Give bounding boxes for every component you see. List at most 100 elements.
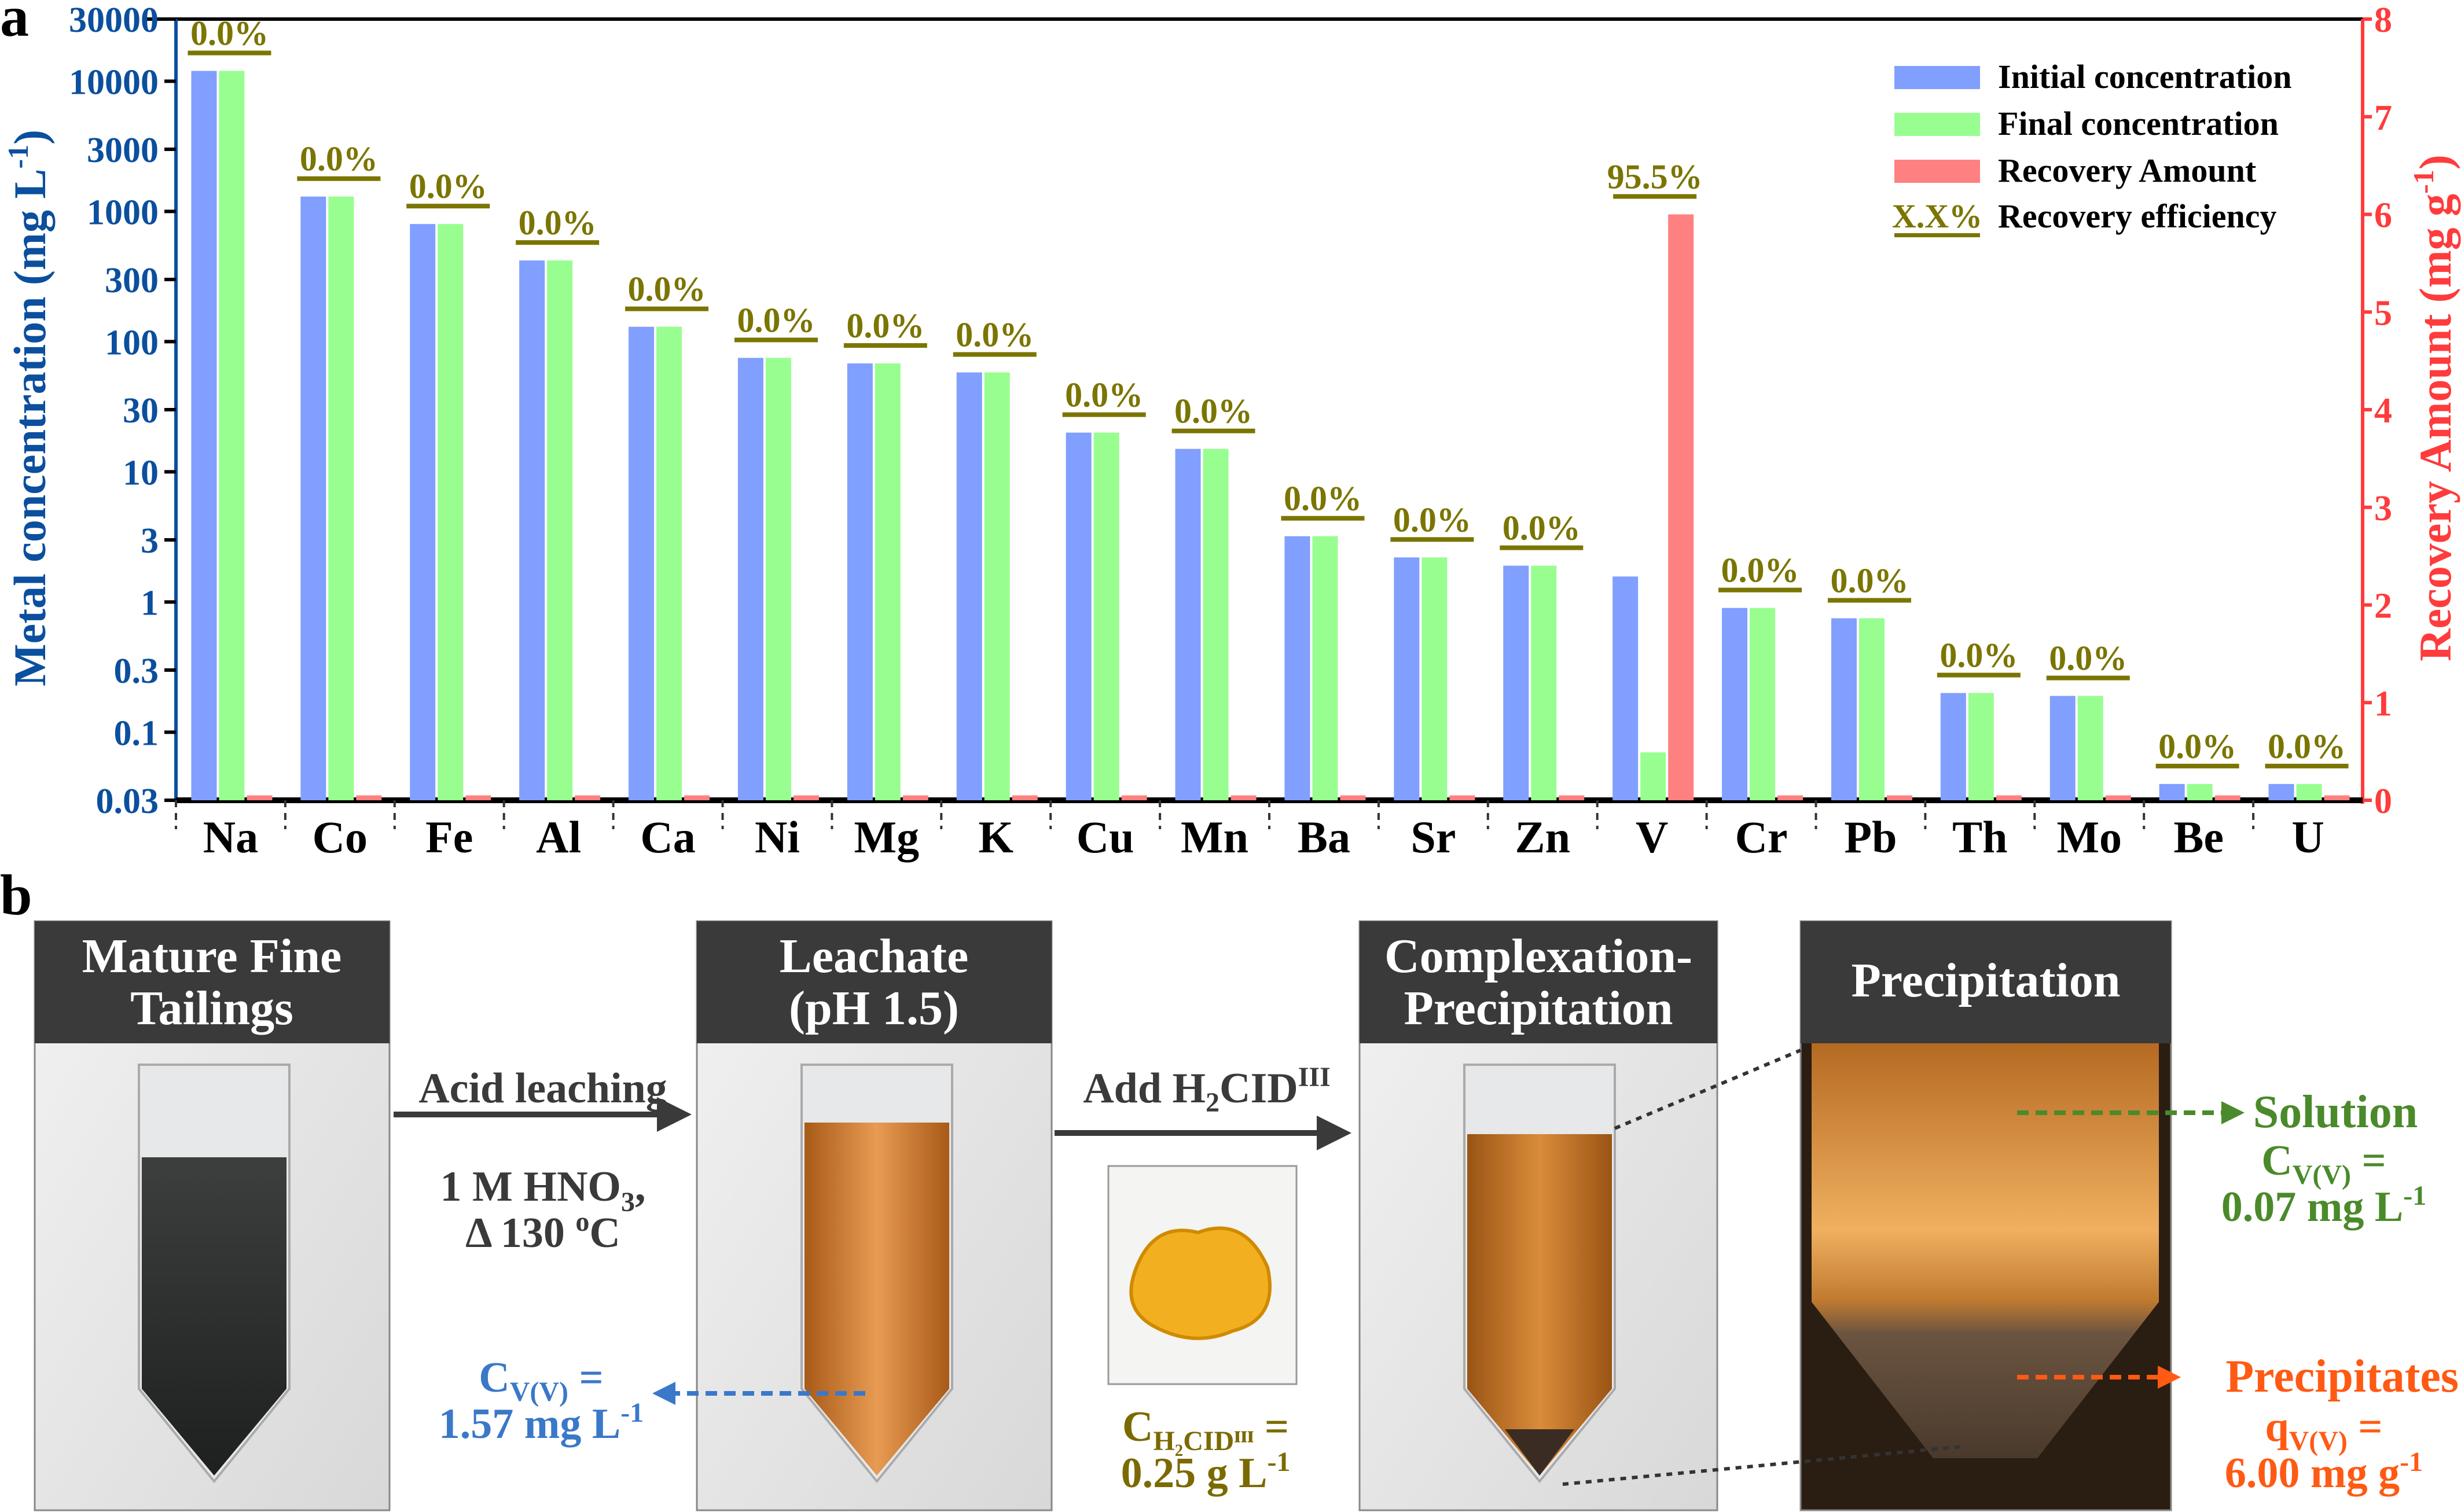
y-right-tick-label: 2 xyxy=(2374,587,2392,626)
x-tick-label: Be xyxy=(2173,812,2224,862)
step-leachate: Leachate (pH 1.5) xyxy=(696,920,1053,1511)
step-title: Leachate xyxy=(780,929,969,983)
bar-initial-concentration xyxy=(1940,693,1966,800)
legend-sample-efficiency: X.X% xyxy=(1892,197,1982,235)
x-tick-label: U xyxy=(2291,812,2324,862)
precipitation-closeup xyxy=(1812,1043,2159,1458)
step-title: Mature Fine xyxy=(82,929,342,983)
recovery-efficiency-label: 0.0% xyxy=(1393,501,1471,539)
bar-final-concentration xyxy=(1093,432,1119,800)
legend-swatch-recovery xyxy=(1894,160,1980,183)
recovery-efficiency-underline xyxy=(1171,428,1255,433)
recovery-efficiency-label: 0.0% xyxy=(1940,637,2018,675)
x-tick-label: Na xyxy=(203,812,258,862)
x-tick-label: Fe xyxy=(425,812,473,862)
bar-recovery-amount xyxy=(684,795,710,800)
reagent-concentration-label: CH₂CIDᴵᴵᴵ = xyxy=(1122,1403,1289,1456)
bar-initial-concentration xyxy=(300,196,326,800)
x-tick-label: K xyxy=(978,812,1013,862)
bar-recovery-amount xyxy=(2324,795,2350,800)
recovery-efficiency-label: 0.0% xyxy=(2268,727,2346,766)
recovery-efficiency-underline xyxy=(188,50,271,56)
bar-initial-concentration xyxy=(1612,576,1639,800)
x-tick-label: Mg xyxy=(854,812,920,862)
y-left-tick-label: 30000 xyxy=(69,1,159,40)
bar-recovery-amount xyxy=(575,795,601,800)
y-left-tick-label: 0.3 xyxy=(114,652,159,691)
y-right-tick-label: 5 xyxy=(2374,293,2392,333)
x-tick-label: Sr xyxy=(1411,812,1456,862)
bar-final-concentration xyxy=(438,224,464,800)
recovery-efficiency-label: 95.5% xyxy=(1607,158,1703,196)
bar-final-concentration xyxy=(1968,693,1994,800)
bar-final-concentration xyxy=(2296,783,2322,800)
bar-initial-concentration xyxy=(519,260,545,800)
bar-recovery-amount xyxy=(2105,795,2131,800)
bar-final-concentration xyxy=(2187,783,2213,800)
y-left-tick-label: 3000 xyxy=(87,131,159,170)
recovery-efficiency-label: 0.0% xyxy=(1721,551,1799,590)
panel-label-a: a xyxy=(0,0,29,49)
tailings-sample xyxy=(142,1157,286,1476)
bar-recovery-amount xyxy=(1230,795,1257,800)
x-tick-label: Pb xyxy=(1844,812,1897,862)
bar-recovery-amount xyxy=(1668,214,1694,800)
recovery-efficiency-label: 0.0% xyxy=(1284,480,1362,518)
bar-final-concentration xyxy=(1203,448,1229,800)
x-tick-label: Mn xyxy=(1181,812,1248,862)
bar-final-concentration xyxy=(1750,608,1776,800)
y-left-tick-label: 300 xyxy=(105,261,159,300)
recovery-efficiency-underline xyxy=(1718,587,1802,593)
x-tick-label: Cu xyxy=(1077,812,1134,862)
bar-chart: 0.030.10.3131030100300100030001000030000… xyxy=(69,1,2392,862)
x-tick-label: Ca xyxy=(640,812,695,862)
complexation-sample xyxy=(1467,1134,1612,1476)
bar-recovery-amount xyxy=(2214,795,2240,800)
bar-recovery-amount xyxy=(1340,795,1366,800)
step-complexation-precipitation: Complexation- Precipitation xyxy=(1358,920,1718,1511)
bar-final-concentration xyxy=(656,326,682,800)
recovery-efficiency-label: 0.0% xyxy=(1174,392,1252,431)
bar-initial-concentration xyxy=(1066,432,1092,800)
legend-label-recovery: Recovery Amount xyxy=(1998,152,2257,189)
bar-recovery-amount xyxy=(1559,795,1585,800)
step-precipitation: Precipitation xyxy=(1799,920,2172,1511)
step-title: Tailings xyxy=(130,981,293,1035)
y-right-tick-label: 8 xyxy=(2374,1,2392,40)
bar-final-concentration xyxy=(1531,565,1557,800)
recovery-efficiency-label: 0.0% xyxy=(1503,509,1581,547)
y-left-tick-label: 100 xyxy=(105,323,159,362)
recovery-efficiency-label: 0.0% xyxy=(1065,376,1143,414)
recovery-efficiency-underline xyxy=(1281,516,1365,521)
y-right-tick-label: 6 xyxy=(2374,196,2392,236)
bar-final-concentration xyxy=(1312,536,1338,800)
recovery-efficiency-underline xyxy=(734,337,818,343)
y-right-tick-label: 1 xyxy=(2374,684,2392,723)
recovery-efficiency-underline xyxy=(625,306,709,311)
y-left-tick-label: 30 xyxy=(123,391,159,431)
recovery-efficiency-label: 0.0% xyxy=(2049,639,2127,678)
bar-recovery-amount xyxy=(902,795,928,800)
bar-initial-concentration xyxy=(1722,608,1748,800)
bar-initial-concentration xyxy=(2159,783,2185,800)
recovery-efficiency-underline xyxy=(843,343,927,348)
recovery-efficiency-label: 0.0% xyxy=(956,316,1034,354)
y-right-axis-title: Recovery Amount (mg g-1) xyxy=(2407,154,2460,661)
recovery-efficiency-underline xyxy=(1827,598,1911,603)
step-title: Complexation- xyxy=(1384,929,1692,983)
recovery-efficiency-underline xyxy=(1613,194,1697,199)
recovery-efficiency-label: 0.0% xyxy=(409,167,487,205)
recovery-efficiency-label: 0.0% xyxy=(846,307,924,345)
bar-initial-concentration xyxy=(2049,696,2076,800)
solution-concentration-label: CV(V) = xyxy=(2261,1137,2386,1190)
y-left-axis-title: Metal concentration (mg L-1) xyxy=(2,130,55,686)
bar-initial-concentration xyxy=(1175,448,1201,800)
bar-initial-concentration xyxy=(847,363,873,800)
bar-final-concentration xyxy=(1858,618,1885,800)
recovery-efficiency-underline xyxy=(516,240,600,245)
acid-leaching-label: Acid leaching xyxy=(418,1065,667,1112)
step-title: Precipitation xyxy=(1851,954,2120,1007)
solution-concentration-value: 0.07 mg L-1 xyxy=(2221,1180,2426,1231)
x-tick-label: Mo xyxy=(2056,812,2122,862)
